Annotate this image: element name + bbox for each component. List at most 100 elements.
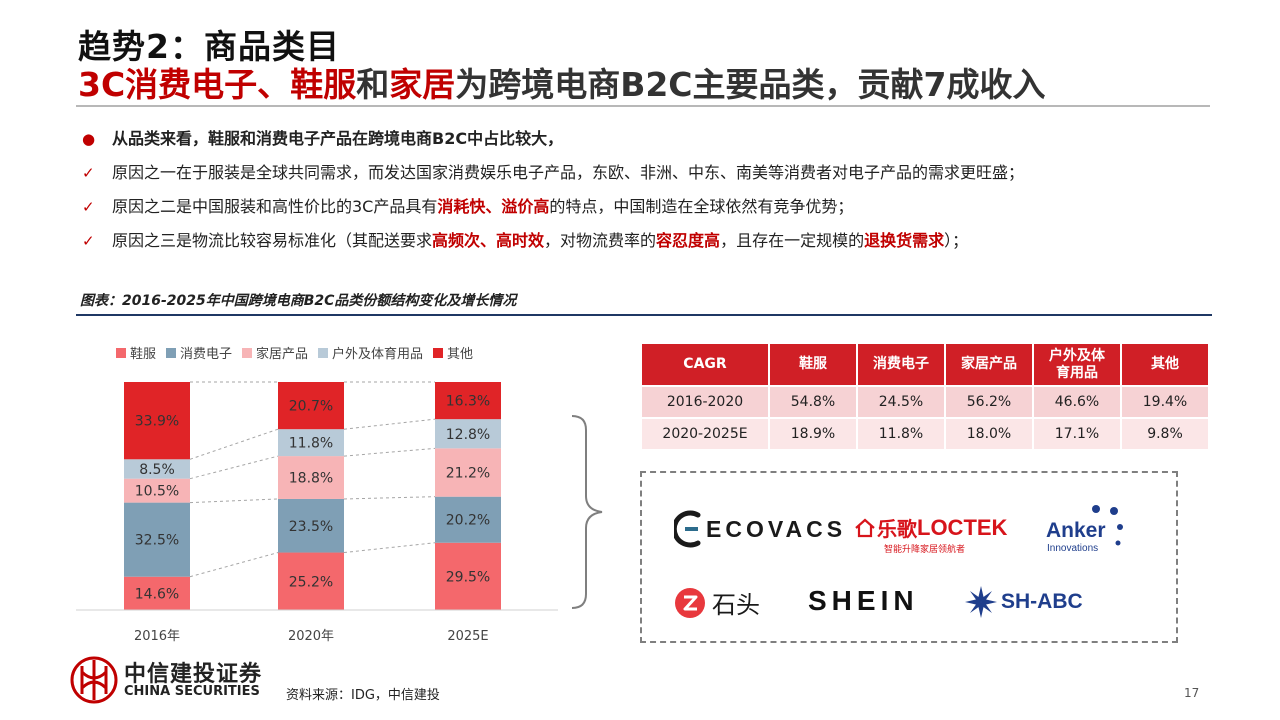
figure-divider xyxy=(76,314,1212,316)
bullet-item: ● 从品类来看，鞋服和消费电子产品在跨境电商B2C中占比较大， xyxy=(80,126,1220,160)
legend-entry: 其他 xyxy=(433,347,473,362)
bar-segment xyxy=(124,459,190,479)
table-header-cell: 鞋服 xyxy=(770,344,856,385)
x-tick-label: 2020年 xyxy=(288,629,334,644)
highlighted-text: 退换货需求 xyxy=(864,231,945,250)
loctek-logo: 乐歌 LOCTEK 智能升降家居领航者 xyxy=(854,513,1007,555)
legend-swatch xyxy=(433,348,443,358)
shein-logo: SHEIN xyxy=(808,585,919,617)
bullet-item: ✓ 原因之三是物流比较容易标准化（其配送要求高频次、高时效，对物流费率的容忍度高，… xyxy=(80,228,1220,262)
table-cell: 18.9% xyxy=(770,419,856,449)
anker-dots-icon xyxy=(1092,505,1123,546)
table-header-cell: 消费电子 xyxy=(858,344,944,385)
legend-swatch xyxy=(318,348,328,358)
data-label: 18.8% xyxy=(289,471,333,487)
company-name-en: CHINA SECURITIES xyxy=(124,684,260,699)
stacked-bar-chart: 鞋服 消费电子 家居产品 户外及体育用品 其他 14.6% 32.5% 10.5% 8.5% 33… xyxy=(76,346,558,644)
bar-segment xyxy=(278,429,344,457)
bullet-list: ● 从品类来看，鞋服和消费电子产品在跨境电商B2C中占比较大， ✓ 原因之一在于服装是… xyxy=(80,126,1220,262)
bar-segment xyxy=(124,382,190,460)
connector-line xyxy=(189,552,279,578)
table-header-cell: 其他 xyxy=(1122,344,1208,385)
highlighted-text: 高频次、高时效 xyxy=(432,231,545,250)
anker-subtitle: Innovations xyxy=(1047,543,1099,554)
bar-segment xyxy=(435,419,501,449)
data-label: 25.2% xyxy=(289,574,333,590)
table-cell: 17.1% xyxy=(1034,419,1120,449)
data-source: 资料来源：IDG，中信建投 xyxy=(286,688,440,703)
table-cell: 54.8% xyxy=(770,387,856,417)
connector-line xyxy=(189,455,279,480)
connector-line xyxy=(343,542,436,554)
data-label: 14.6% xyxy=(135,586,179,602)
roborock-wordmark: 石头 xyxy=(712,591,760,619)
connector-line xyxy=(343,496,436,500)
legend-swatch xyxy=(116,348,126,358)
bullet-text: 从品类来看，鞋服和消费电子产品在跨境电商B2C中占比较大， xyxy=(112,129,564,148)
title-divider xyxy=(76,105,1210,107)
bar-segment xyxy=(278,456,344,499)
table-cell: 2016-2020 xyxy=(642,387,768,417)
table-header-cell: CAGR xyxy=(642,344,768,385)
data-label: 33.9% xyxy=(135,414,179,430)
bullet-text: 原因之三是物流比较容易标准化（其配送要求 xyxy=(112,231,433,250)
table-cell: 46.6% xyxy=(1034,387,1120,417)
table-header-cell: 户外及体 育用品 xyxy=(1034,344,1120,385)
anker-wordmark: Anker xyxy=(1046,519,1106,542)
house-icon xyxy=(855,518,875,537)
bullet-text: ）； xyxy=(944,231,969,250)
ecovacs-mark-icon xyxy=(674,510,701,548)
checkmark-icon: ✓ xyxy=(82,198,95,216)
anker-logo: Anker Innovations xyxy=(1046,503,1142,555)
bullet-text: 原因之一在于服装是全球共同需求，而发达国家消费娱乐电子产品，东欧、非洲、中东、南… xyxy=(112,163,1025,182)
table-cell: 2020-2025E xyxy=(642,419,768,449)
table-cell: 19.4% xyxy=(1122,387,1208,417)
page-number: 17 xyxy=(1184,686,1200,700)
legend-swatch xyxy=(242,348,252,358)
data-label: 21.2% xyxy=(446,466,490,482)
bar-segment xyxy=(124,478,190,503)
bullet-text: ，对物流费率的 xyxy=(544,231,657,250)
highlighted-text: 消耗快、溢价高 xyxy=(437,197,550,216)
data-label: 12.8% xyxy=(446,427,490,443)
data-label: 8.5% xyxy=(139,462,175,478)
subtitle-part: 3C消费电子、 xyxy=(78,65,291,104)
table-row: 2016-2020 54.8% 24.5% 56.2% 46.6% 19.4% xyxy=(642,387,1208,417)
connector-line xyxy=(343,447,436,457)
figure-caption: 图表：2016-2025年中国跨境电商B2C品类份额结构变化及增长情况 xyxy=(80,293,517,309)
bar-segment xyxy=(124,576,190,610)
table-cell: 9.8% xyxy=(1122,419,1208,449)
data-label: 11.8% xyxy=(289,436,333,452)
bar-segment xyxy=(435,542,501,610)
table-row: 2020-2025E 18.9% 11.8% 18.0% 17.1% 9.8% xyxy=(642,419,1208,449)
data-label: 23.5% xyxy=(289,519,333,535)
data-label: 29.5% xyxy=(446,569,490,585)
legend-swatch xyxy=(166,348,176,358)
subtitle-part: 家居 xyxy=(389,65,456,104)
x-tick-label: 2016年 xyxy=(134,629,180,644)
bar-segment xyxy=(435,496,501,543)
china-securities-logo-icon xyxy=(70,656,118,704)
shabc-wordmark: SH-ABC xyxy=(1001,590,1083,613)
table-cell: 18.0% xyxy=(946,419,1032,449)
data-label: 20.7% xyxy=(289,399,333,415)
legend-entry: 户外及体育用品 xyxy=(318,346,423,362)
ecovacs-wordmark: ECOVACS xyxy=(706,515,847,542)
page-subtitle: 3C消费电子、鞋服和家居为跨境电商B2C主要品类，贡献7成收入 xyxy=(78,58,1045,106)
data-label: 16.3% xyxy=(446,394,490,410)
bar-segment xyxy=(435,382,501,420)
brace-connector xyxy=(571,415,603,609)
bullet-item: ✓ 原因之二是中国服装和高性价比的3C产品具有消耗快、溢价高的特点，中国制造在全球… xyxy=(80,194,1220,228)
legend-label: 其他 xyxy=(447,347,473,362)
legend-entry: 家居产品 xyxy=(242,346,308,362)
subtitle-part: 和 xyxy=(356,65,390,104)
legend-label: 户外及体育用品 xyxy=(332,346,423,362)
bar-segment xyxy=(278,382,344,430)
connector-line xyxy=(343,418,436,430)
connector-line xyxy=(189,498,279,504)
shein-wordmark: SHEIN xyxy=(808,585,919,616)
brand-logos-panel: ECOVACS 乐歌 LOCTEK 智能升降家居领航者 Anker Innova… xyxy=(640,471,1178,643)
page-title: 趋势2：商品类目 xyxy=(78,27,340,66)
data-label: 20.2% xyxy=(446,513,490,529)
x-tick-label: 2025E xyxy=(447,629,488,644)
